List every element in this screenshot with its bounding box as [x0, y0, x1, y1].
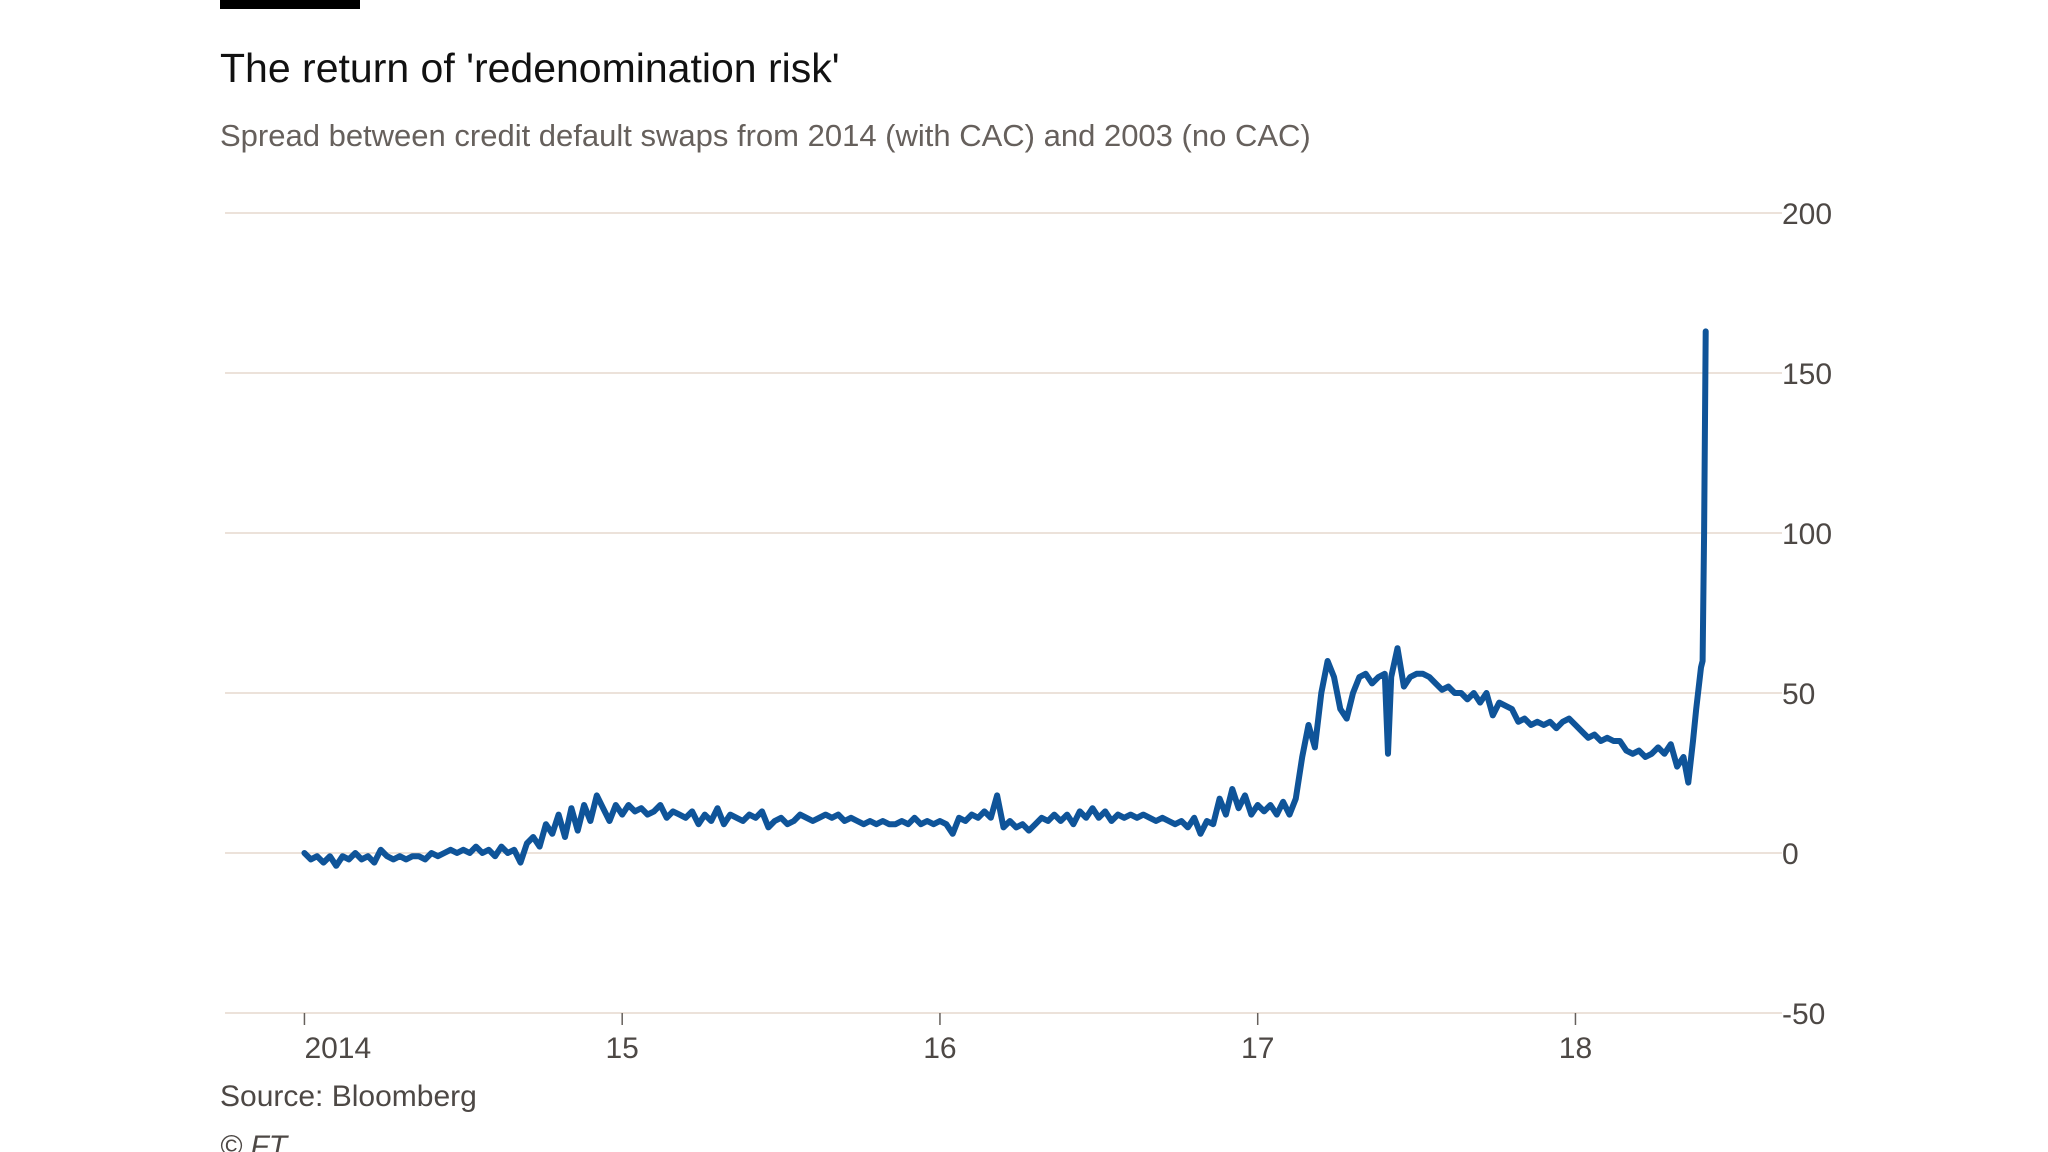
chart-title: The return of 'redenomination risk' — [220, 45, 840, 91]
y-tick-label-4: 0 — [1782, 838, 1799, 871]
source-note: Source: Bloomberg — [220, 1080, 477, 1113]
y-tick-label-1: 150 — [1782, 358, 1832, 391]
y-tick-label-3: 50 — [1782, 678, 1815, 711]
x-tick-label-4: 18 — [1559, 1032, 1592, 1065]
y-tick-label-0: 200 — [1782, 198, 1832, 231]
series-layer — [301, 328, 1709, 869]
accent-bar — [220, 0, 360, 9]
x-tick-label-1: 15 — [606, 1032, 639, 1065]
copyright-credit: © FT — [220, 1130, 290, 1152]
x-tick-label-0: 2014 — [304, 1032, 371, 1065]
series-line-0 — [301, 328, 1709, 869]
y-tick-label-2: 100 — [1782, 518, 1832, 551]
x-tick-label-3: 17 — [1241, 1032, 1274, 1065]
x-tick-label-2: 16 — [923, 1032, 956, 1065]
y-axis-tick-labels: 200 150 100 50 0 -50 — [1782, 198, 1832, 1031]
x-axis-ticks: 2014 15 16 17 18 — [303, 1013, 1592, 1065]
chart-subtitle: Spread between credit default swaps from… — [220, 118, 1311, 153]
y-tick-label-5: -50 — [1782, 998, 1825, 1031]
